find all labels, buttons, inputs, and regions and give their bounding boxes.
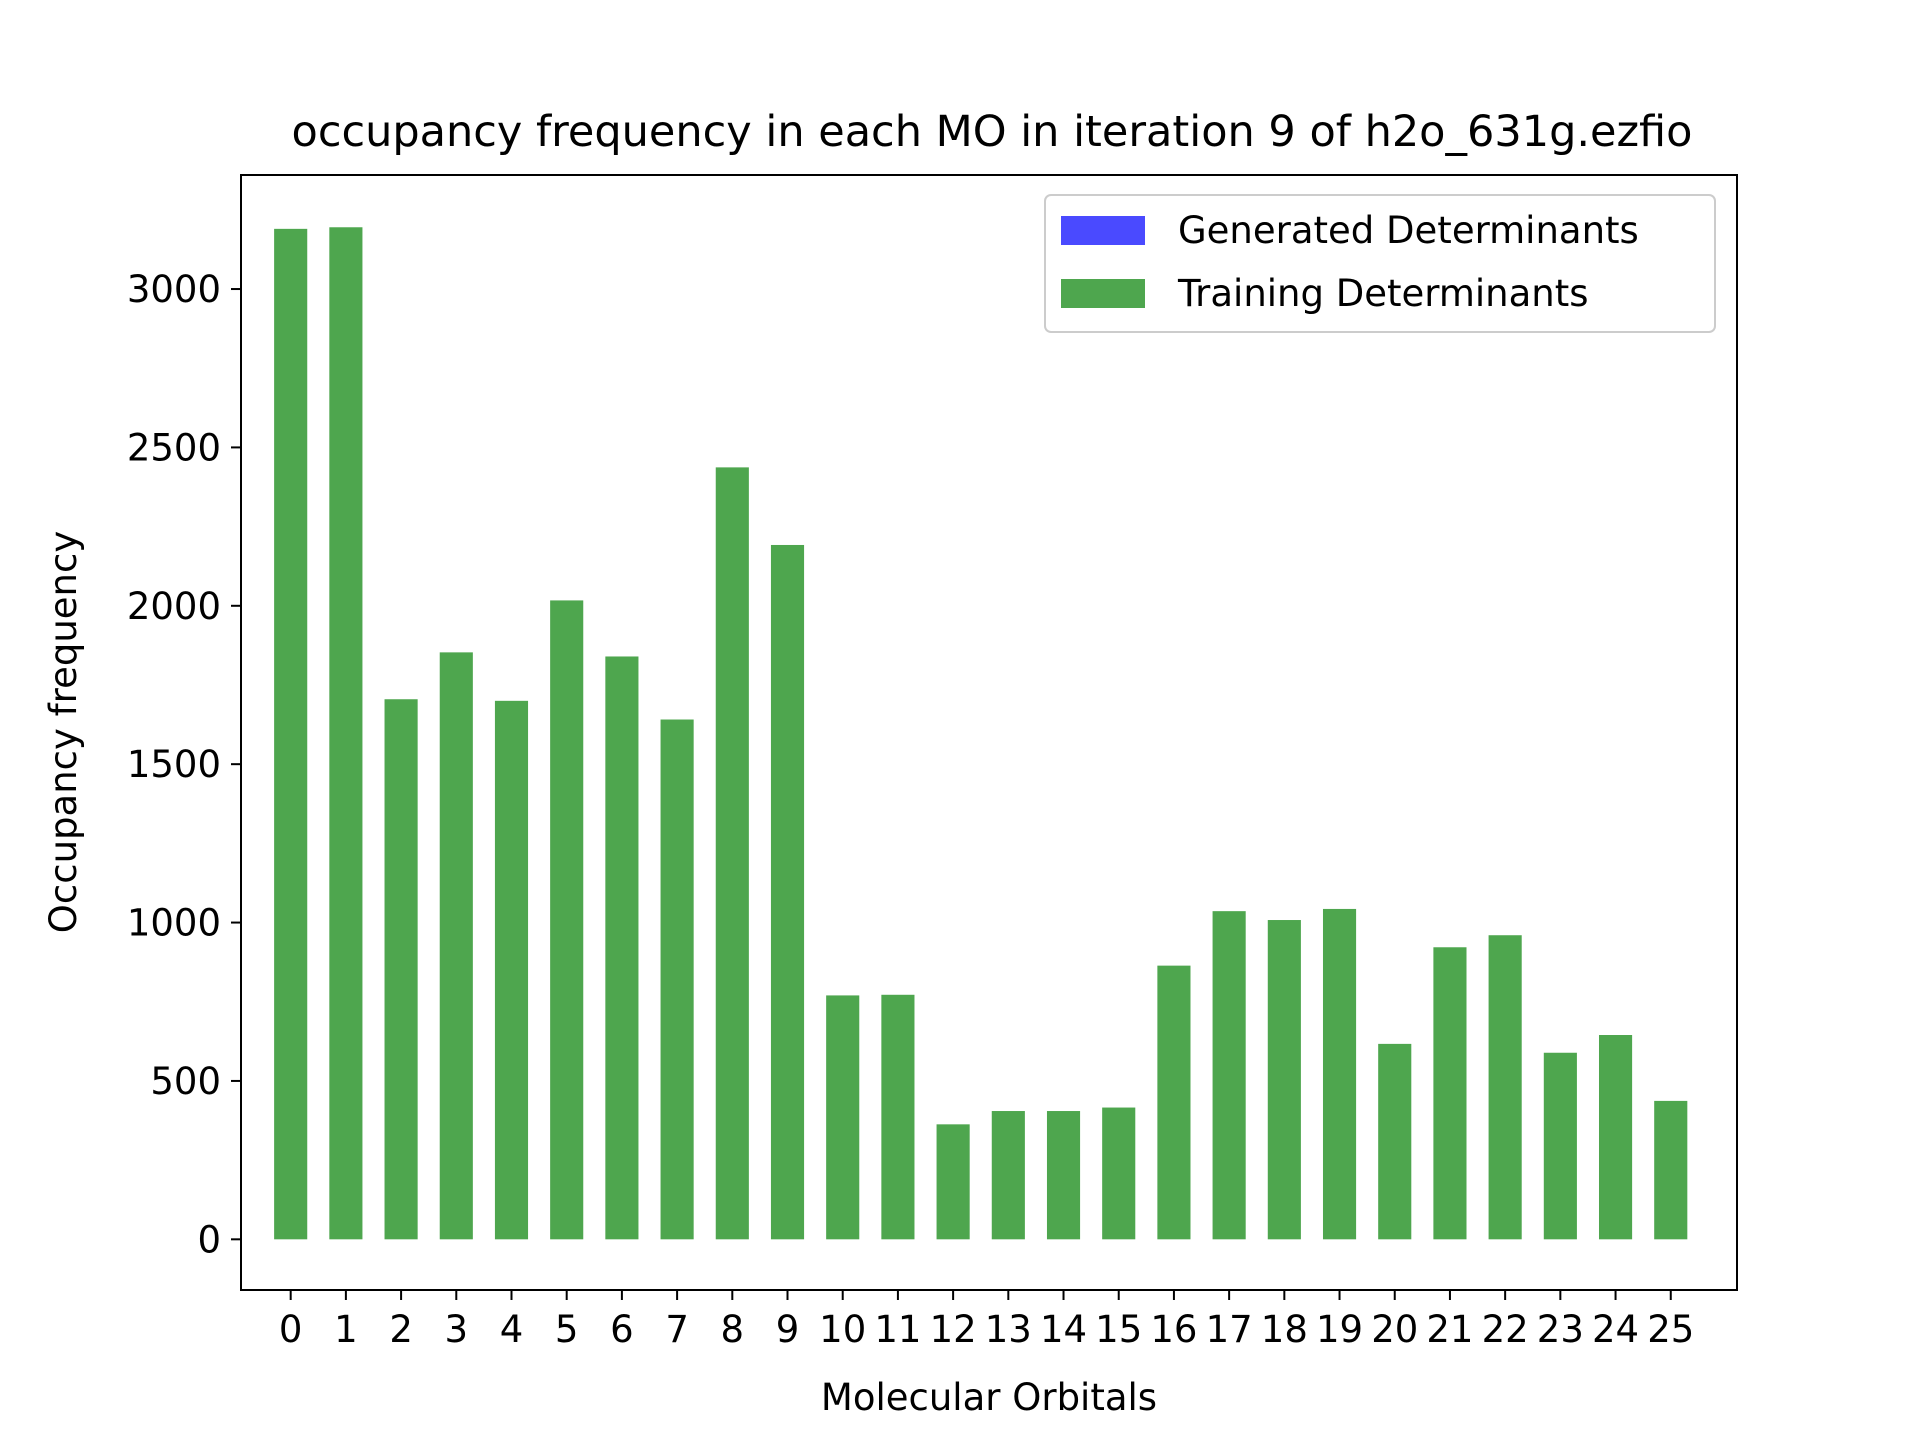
bar-training-9 (770, 544, 805, 1240)
x-tick-label: 16 (1150, 1308, 1197, 1351)
x-tick-label: 22 (1482, 1308, 1529, 1351)
bar-training-1 (329, 227, 363, 1240)
y-tick-label: 0 (197, 1218, 221, 1261)
x-tick-label: 6 (610, 1308, 634, 1351)
legend-swatch-training (1061, 279, 1145, 308)
bar-training-8 (715, 467, 749, 1240)
y-tick-label: 2500 (127, 426, 221, 469)
bar-training-24 (1598, 1035, 1633, 1240)
bar-training-6 (605, 656, 639, 1240)
bar-training-19 (1322, 908, 1357, 1240)
legend-label-generated: Generated Determinants (1178, 209, 1639, 252)
y-tick-label: 2000 (127, 585, 221, 628)
x-tick-label: 7 (665, 1308, 689, 1351)
bar-training-17 (1212, 911, 1246, 1240)
x-tick-label: 0 (279, 1308, 303, 1351)
y-tick-label: 1000 (127, 902, 221, 945)
bar-training-15 (1102, 1107, 1136, 1240)
legend: Generated Determinants Training Determin… (1044, 194, 1716, 333)
bar-training-10 (826, 995, 860, 1240)
bar-training-20 (1378, 1043, 1412, 1240)
bar-training-11 (881, 994, 915, 1240)
chart-title: occupancy frequency in each MO in iterat… (292, 107, 1693, 157)
bar-training-23 (1543, 1052, 1577, 1240)
bar-training-12 (936, 1124, 970, 1240)
bar-training-25 (1654, 1100, 1688, 1240)
x-axis-label: Molecular Orbitals (821, 1376, 1157, 1419)
legend-box (1044, 194, 1716, 333)
bar-training-2 (384, 699, 418, 1240)
bar-training-21 (1433, 947, 1467, 1240)
bar-training-0 (274, 228, 308, 1240)
x-tick-label: 24 (1592, 1308, 1639, 1351)
x-tick-label: 4 (500, 1308, 524, 1351)
x-tick-label: 19 (1316, 1308, 1363, 1351)
bar-training-5 (550, 600, 584, 1240)
x-tick-label: 17 (1206, 1308, 1253, 1351)
y-tick-label: 500 (150, 1060, 221, 1103)
x-tick-label: 14 (1040, 1308, 1087, 1351)
bars-group (274, 227, 1688, 1240)
x-tick-label: 18 (1261, 1308, 1308, 1351)
legend-label-training: Training Determinants (1177, 272, 1589, 315)
y-tick-label: 1500 (127, 743, 221, 786)
bar-training-3 (439, 652, 473, 1240)
x-tick-label: 3 (445, 1308, 469, 1351)
x-tick-label: 10 (819, 1308, 866, 1351)
x-tick-label: 11 (874, 1308, 921, 1351)
x-tick-label: 1 (334, 1308, 358, 1351)
bar-training-4 (494, 700, 529, 1240)
x-tick-label: 9 (776, 1308, 800, 1351)
bar-training-13 (991, 1111, 1025, 1240)
x-tick-label: 21 (1426, 1308, 1473, 1351)
y-axis: 0 500 1000 1500 2000 2500 3000 (127, 268, 241, 1261)
plot-frame (240, 174, 1738, 1291)
bar-training-22 (1488, 935, 1522, 1240)
bar-training-14 (1046, 1111, 1081, 1240)
legend-swatch-generated (1061, 216, 1145, 245)
x-tick-label: 25 (1647, 1308, 1694, 1351)
y-axis-label: Occupancy frequency (42, 531, 85, 933)
bar-training-16 (1157, 965, 1191, 1240)
y-tick-label: 3000 (127, 268, 221, 311)
x-tick-label: 13 (985, 1308, 1032, 1351)
x-tick-label: 8 (721, 1308, 745, 1351)
x-tick-label: 12 (930, 1308, 977, 1351)
x-tick-label: 2 (389, 1308, 413, 1351)
x-tick-label: 20 (1371, 1308, 1418, 1351)
x-axis: 0 1 2 3 4 5 6 7 8 9 10 11 12 13 14 15 16 17 18 19 20 21 22 23 24… (279, 1290, 1694, 1351)
bar-training-7 (660, 719, 694, 1240)
bar-training-18 (1267, 920, 1301, 1240)
x-tick-label: 5 (555, 1308, 579, 1351)
x-tick-label: 23 (1537, 1308, 1584, 1351)
x-tick-label: 15 (1095, 1308, 1142, 1351)
